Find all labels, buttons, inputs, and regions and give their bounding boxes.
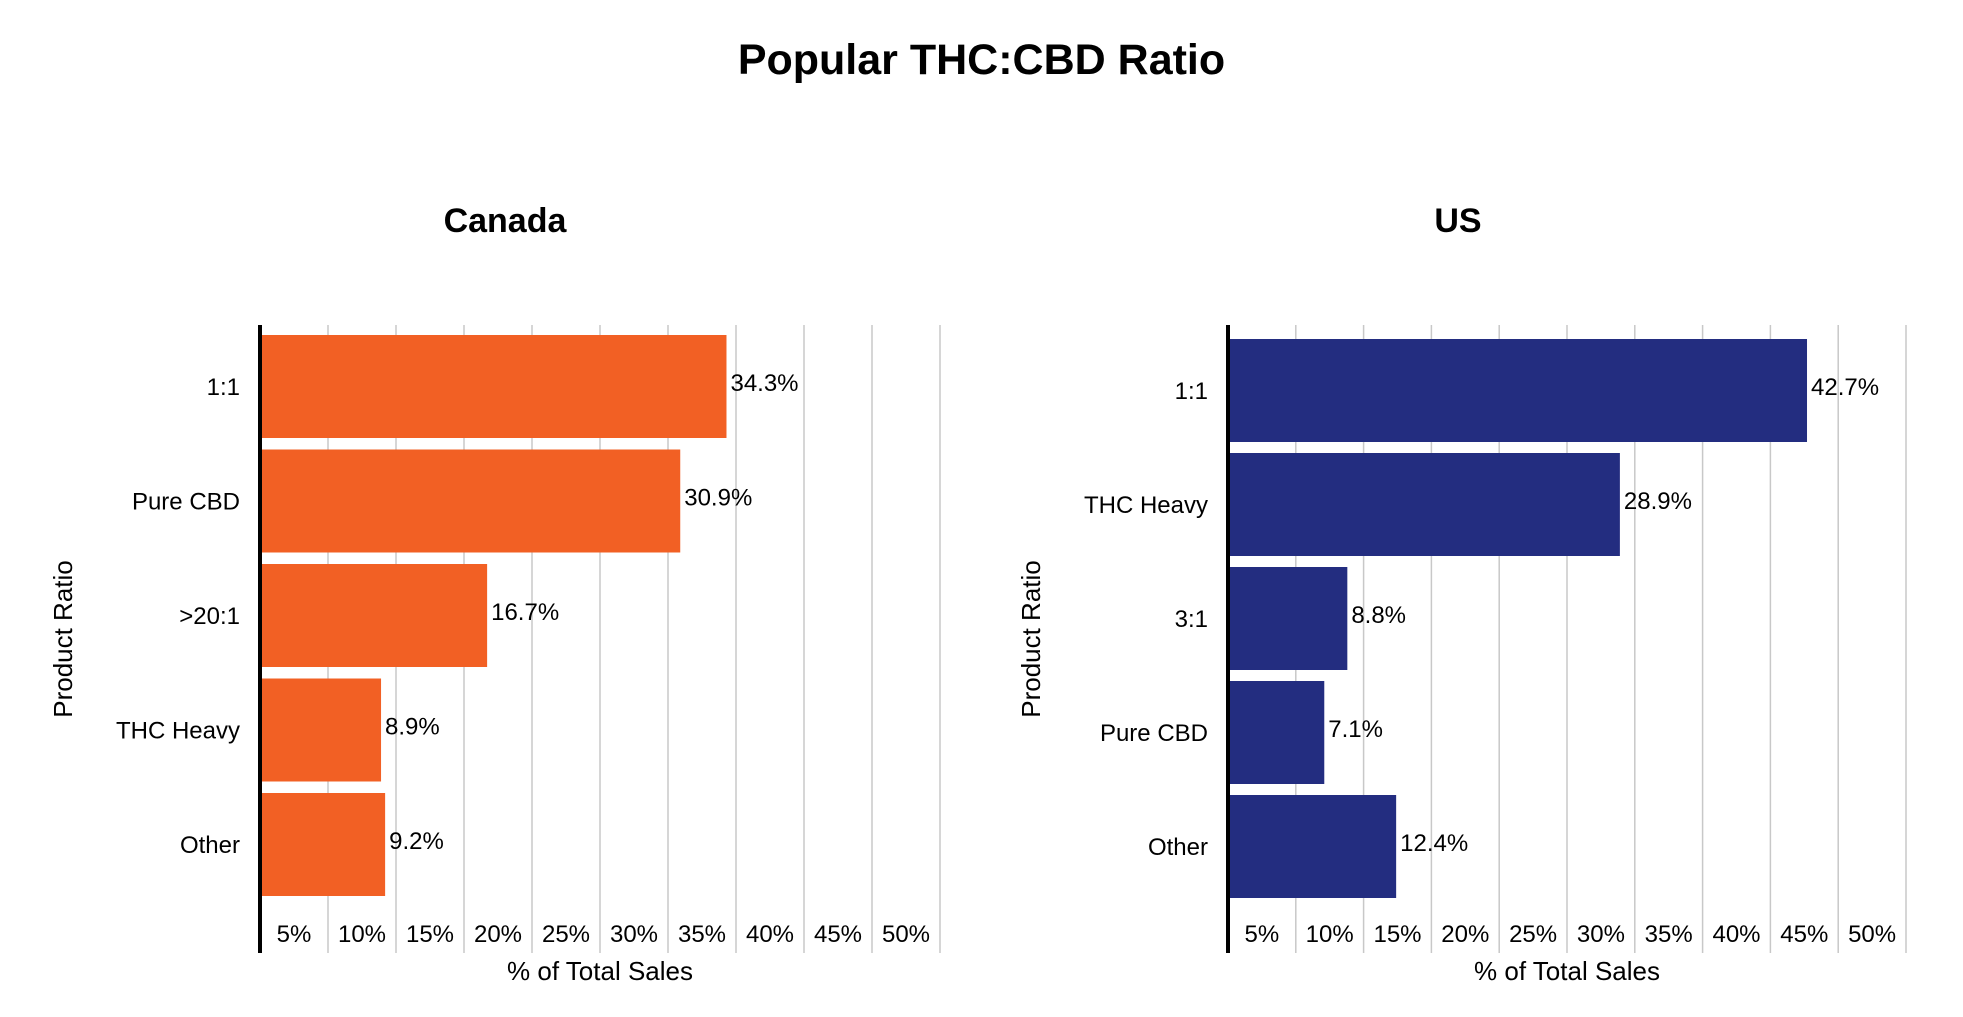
canada-data-label: 30.9% [684,484,752,511]
us-data-label: 28.9% [1624,488,1692,515]
canada-bar [260,793,386,896]
canada-subtitle: Canada [444,202,568,240]
us-x-tick-label: 50% [1848,921,1896,948]
canada-bar [260,564,488,667]
us-data-label: 8.8% [1351,602,1406,629]
us-x-tick-label: 30% [1577,921,1625,948]
chart-title: Popular THC:CBD Ratio [737,36,1226,84]
canada-x-tick-label: 20% [474,921,522,948]
canada-x-tick-label: 10% [338,921,386,948]
us-data-label: 12.4% [1400,830,1468,857]
us-bar [1228,681,1325,784]
us-x-tick-label: 40% [1712,921,1760,948]
us-x-tick-label: 10% [1306,921,1354,948]
us-data-label: 42.7% [1811,374,1879,401]
canada-x-tick-label: 35% [678,921,726,948]
us-x-tick-label: 35% [1645,921,1693,948]
us-category-label: 1:1 [1175,378,1208,405]
us-category-label: Other [1148,834,1208,861]
us-x-tick-label: 45% [1780,921,1828,948]
canada-category-label: 1:1 [207,374,240,401]
us-x-tick-label: 20% [1441,921,1489,948]
canada-x-tick-label: 30% [610,921,658,948]
us-bar [1228,453,1620,556]
us-y-axis-title: Product Ratio [1016,560,1046,718]
us-bar [1228,795,1397,898]
us-x-tick-label: 15% [1373,921,1421,948]
canada-bar [260,335,727,438]
canada-x-axis-title: % of Total Sales [507,956,693,986]
canada-bar [260,678,382,782]
us-category-label: Pure CBD [1100,720,1208,747]
us-category-label: THC Heavy [1084,492,1208,519]
canada-x-tick-label: 5% [277,921,312,948]
canada-x-tick-label: 45% [814,921,862,948]
canada-category-label: >20:1 [179,603,240,630]
us-category-label: 3:1 [1175,606,1208,633]
canada-category-label: Other [180,832,240,859]
canada-y-axis-title: Product Ratio [48,560,78,718]
canada-bar [260,449,681,553]
canada-data-label: 16.7% [491,599,559,626]
canada-x-tick-label: 50% [882,921,930,948]
us-x-tick-label: 5% [1245,921,1280,948]
canada-data-label: 34.3% [730,370,798,397]
canada-x-tick-label: 15% [406,921,454,948]
canada-category-label: THC Heavy [116,717,240,744]
us-data-label: 7.1% [1328,716,1383,743]
canada-data-label: 9.2% [389,828,444,855]
us-bar [1228,567,1348,670]
canada-x-tick-label: 40% [746,921,794,948]
us-subtitle: US [1434,202,1481,240]
us-x-axis-title: % of Total Sales [1474,956,1660,986]
canada-data-label: 8.9% [385,713,440,740]
us-bar [1228,339,1808,442]
us-x-tick-label: 25% [1509,921,1557,948]
canada-x-tick-label: 25% [542,921,590,948]
canada-category-label: Pure CBD [132,488,240,515]
